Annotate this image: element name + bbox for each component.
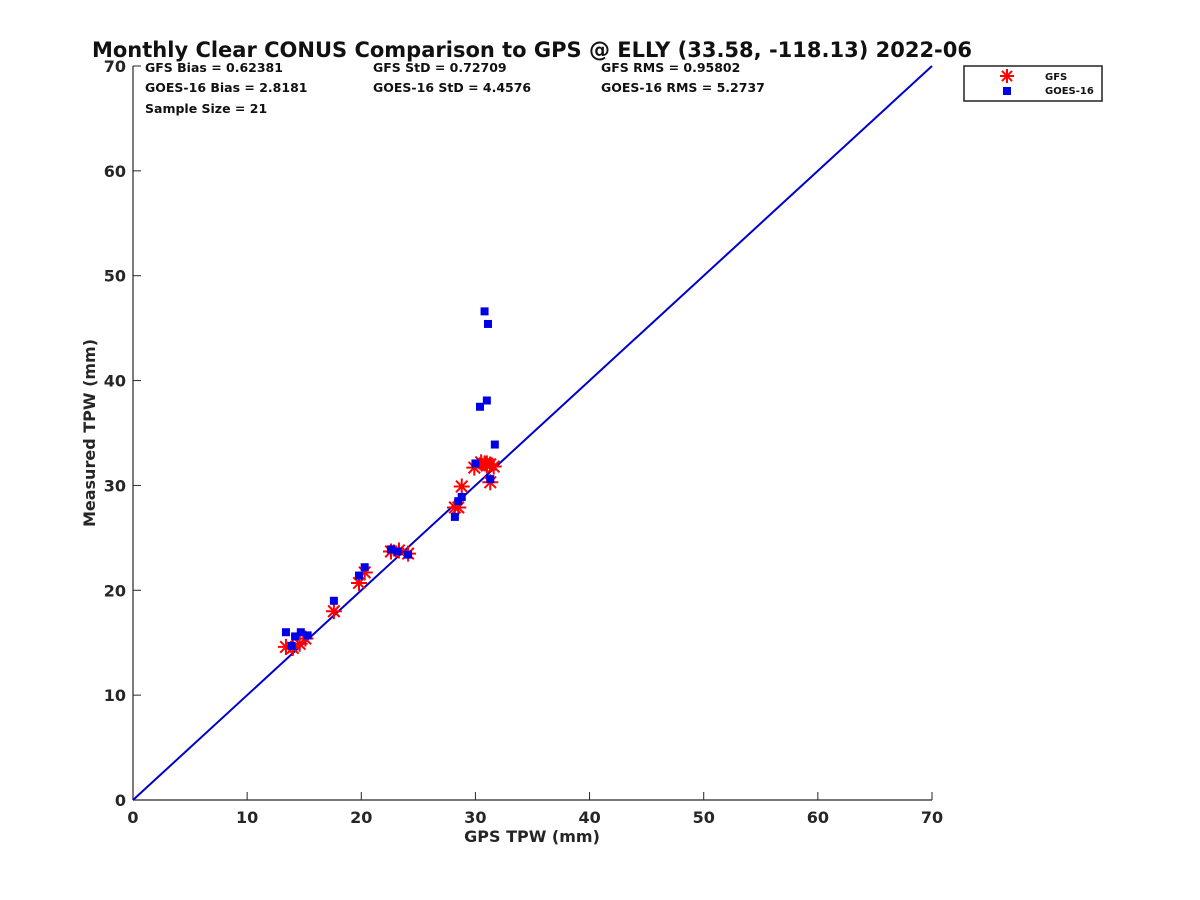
goes16-point: [450, 512, 459, 521]
goes16-point: [480, 307, 489, 316]
stat-text: GOES-16 StD = 4.4576: [373, 80, 531, 95]
y-tick-label: 30: [104, 476, 126, 495]
goes16-point: [360, 563, 369, 572]
plot-area: 0 10 20 30 40 50 60 70 0 10 20 30 40 50 60 70: [104, 57, 943, 827]
legend-label: GOES-16: [1045, 86, 1094, 97]
chart-title: Monthly Clear CONUS Comparison to GPS @ …: [92, 38, 972, 62]
x-tick-label: 30: [464, 808, 486, 827]
x-axis-label: GPS TPW (mm): [464, 827, 600, 846]
x-tick-label: 10: [236, 808, 258, 827]
goes16-point: [287, 641, 296, 650]
goes16-point: [355, 571, 364, 580]
x-axis: 0 10 20 30 40 50 60 70: [127, 792, 943, 827]
goes16-point: [386, 545, 395, 554]
goes16-point: [471, 459, 480, 468]
x-tick-label: 50: [693, 808, 715, 827]
x-tick-label: 0: [127, 808, 138, 827]
x-tick-label: 40: [578, 808, 600, 827]
y-axis: 0 10 20 30 40 50 60 70: [104, 57, 141, 810]
goes16-point: [490, 440, 499, 449]
x-tick-label: 60: [807, 808, 829, 827]
y-tick-label: 0: [115, 791, 126, 810]
y-axis-label: Measured TPW (mm): [80, 339, 99, 527]
goes16-point: [482, 396, 491, 405]
gfs-point: [478, 457, 495, 474]
y-tick-label: 70: [104, 57, 126, 76]
goes16-point: [457, 492, 466, 501]
goes16-point: [303, 631, 312, 640]
series-goes-16: [281, 307, 499, 650]
gfs-point: [453, 478, 470, 495]
stat-text: GFS RMS = 0.95802: [601, 60, 740, 75]
y-tick-label: 20: [104, 581, 126, 600]
goes16-point: [296, 628, 305, 637]
stat-text: GFS StD = 0.72709: [373, 60, 507, 75]
goes16-point: [404, 550, 413, 559]
x-tick-label: 20: [350, 808, 372, 827]
series-layer: [277, 307, 502, 656]
legend: GFS GOES-16: [963, 65, 1103, 102]
goes16-point: [454, 497, 463, 506]
stats-block: GFS Bias = 0.62381 GFS StD = 0.72709 GFS R…: [145, 60, 765, 116]
stat-text: GOES-16 RMS = 5.2737: [601, 80, 765, 95]
gfs-point: [325, 603, 342, 620]
legend-box: [963, 65, 1103, 102]
legend-marker-goes16: [1003, 87, 1011, 95]
goes16-point: [281, 628, 290, 637]
x-tick-label: 70: [921, 808, 943, 827]
goes16-point: [486, 475, 495, 484]
goes16-point: [329, 596, 338, 605]
goes16-point: [291, 632, 300, 641]
legend-label: GFS: [1045, 72, 1067, 83]
goes16-point: [393, 547, 402, 556]
y-tick-label: 60: [104, 162, 126, 181]
goes16-point: [483, 319, 492, 328]
y-tick-label: 40: [104, 372, 126, 391]
stat-text: Sample Size = 21: [145, 101, 267, 116]
y-tick-label: 10: [104, 686, 126, 705]
legend-marker-gfs: [1000, 69, 1014, 83]
stat-text: GFS Bias = 0.62381: [145, 60, 283, 75]
y-tick-label: 50: [104, 267, 126, 286]
stat-text: GOES-16 Bias = 2.8181: [145, 80, 307, 95]
one-to-one-line: [132, 65, 933, 801]
goes16-point: [475, 402, 484, 411]
